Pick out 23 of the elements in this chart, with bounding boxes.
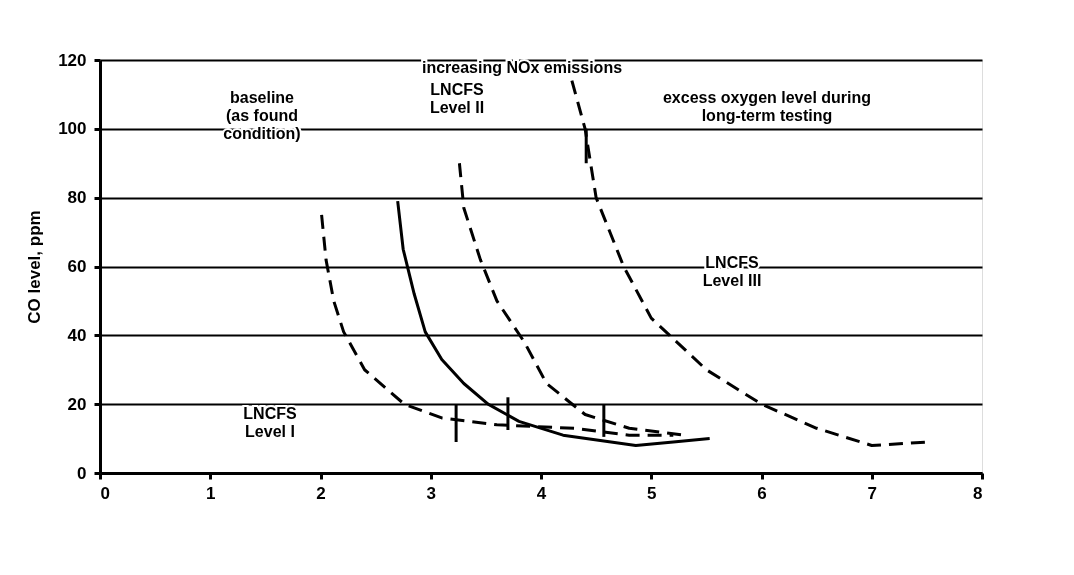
x-tick-label: 6 <box>757 483 767 503</box>
y-tick-label: 40 <box>67 325 87 345</box>
x-tick-label: 0 <box>100 483 110 503</box>
x-tick-label: 2 <box>316 483 326 503</box>
annotation: excess oxygen level during long-term testing <box>662 89 872 124</box>
annotation: baseline (as found condition) <box>223 89 301 142</box>
x-tick-label: 3 <box>426 483 436 503</box>
y-tick-label: 100 <box>58 119 87 139</box>
x-tick-label: 1 <box>206 483 216 503</box>
x-tick-label: 7 <box>867 483 877 503</box>
x-tick-label: 4 <box>536 483 547 503</box>
x-tick-label: 5 <box>647 483 657 503</box>
y-tick-label: 120 <box>58 50 87 70</box>
annotation: LNCFS Level I <box>243 405 297 440</box>
y-tick-label: 20 <box>67 394 87 414</box>
annotation: LNCFS Level III <box>702 254 762 289</box>
x-tick-label: 8 <box>973 483 983 503</box>
annotation: LNCFS Level II <box>429 81 485 116</box>
y-axis-title: CO level, ppm <box>25 210 45 324</box>
y-tick-label: 0 <box>77 463 87 483</box>
y-tick-label: 60 <box>67 257 87 276</box>
y-tick-label: 80 <box>67 188 87 208</box>
annotation: increasing NOx emissions <box>421 59 623 76</box>
